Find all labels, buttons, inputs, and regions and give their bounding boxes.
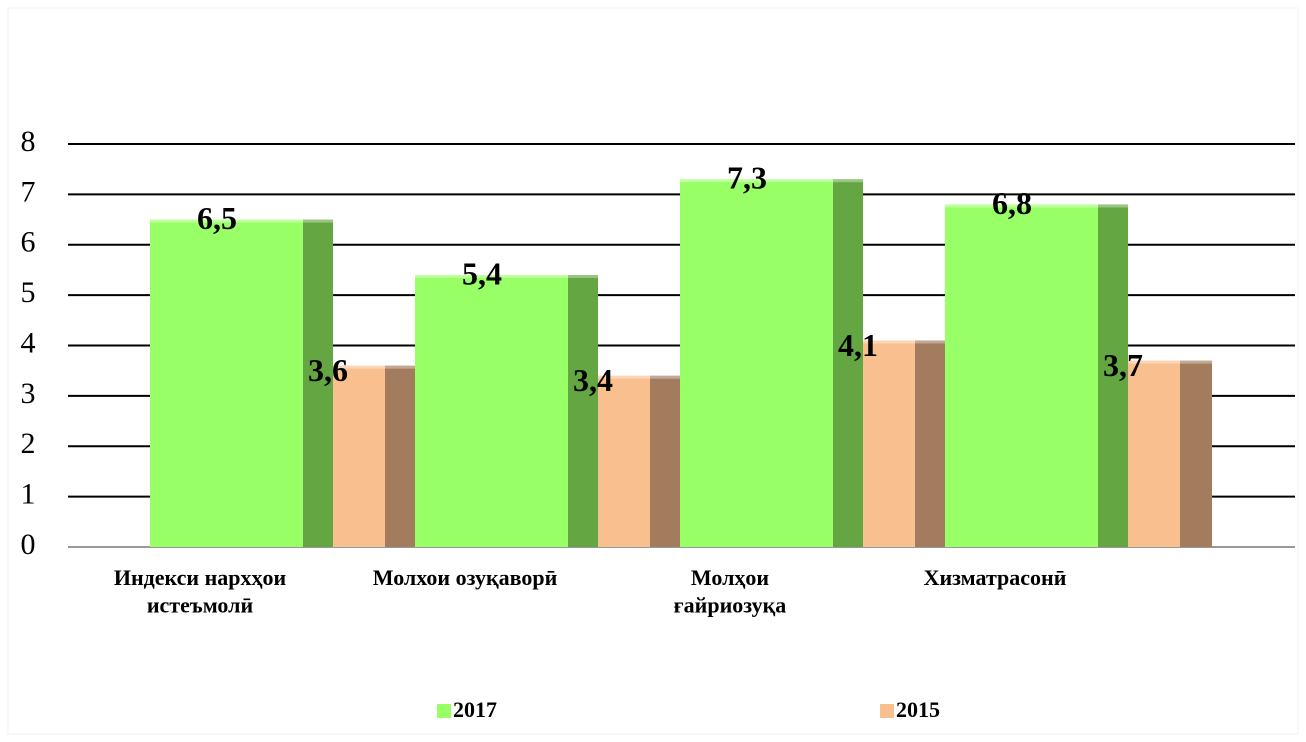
bar bbox=[415, 274, 598, 547]
value-label: 7,3 bbox=[727, 160, 767, 196]
legend-label: 2017 bbox=[453, 697, 497, 722]
legend-label: 2015 bbox=[896, 697, 940, 722]
bar bbox=[1128, 360, 1212, 547]
y-tick-label: 3 bbox=[21, 377, 36, 410]
y-tick-label: 1 bbox=[21, 478, 36, 511]
bar-top bbox=[945, 204, 1128, 208]
bar-top bbox=[150, 219, 333, 223]
value-label: 6,8 bbox=[992, 185, 1032, 221]
bar-side bbox=[915, 340, 947, 547]
bar-side bbox=[303, 219, 333, 547]
value-label: 3,4 bbox=[573, 362, 613, 398]
bar-top bbox=[1128, 360, 1212, 364]
bar-side bbox=[1180, 360, 1212, 547]
bar bbox=[150, 219, 333, 547]
bar-top bbox=[863, 340, 947, 344]
y-tick-label: 5 bbox=[21, 276, 36, 309]
bar-top bbox=[680, 179, 863, 183]
y-tick-label: 7 bbox=[21, 175, 36, 208]
bar bbox=[598, 375, 682, 547]
bar-top bbox=[598, 375, 682, 379]
x-tick-label: Молхои озуқаворӣ bbox=[373, 565, 558, 590]
value-label: 3,6 bbox=[308, 352, 348, 388]
bar bbox=[680, 179, 863, 547]
bar bbox=[333, 365, 417, 547]
bar-top bbox=[333, 365, 417, 369]
bar bbox=[945, 204, 1128, 547]
y-tick-label: 2 bbox=[21, 427, 36, 460]
y-tick-label: 8 bbox=[21, 125, 36, 158]
x-tick-label: Молҳои ғайриозуқа bbox=[674, 565, 787, 618]
value-label: 3,7 bbox=[1103, 347, 1143, 383]
bar-side bbox=[833, 179, 863, 547]
y-tick-label: 4 bbox=[21, 326, 36, 359]
value-label: 4,1 bbox=[838, 327, 878, 363]
bar-side bbox=[650, 375, 682, 547]
y-tick-label: 6 bbox=[21, 226, 36, 259]
value-label: 5,4 bbox=[462, 255, 502, 291]
x-tick-label: Хизматрасонӣ bbox=[924, 565, 1067, 590]
bar-side bbox=[385, 365, 417, 547]
value-label: 6,5 bbox=[197, 200, 237, 236]
legend-swatch bbox=[880, 704, 894, 718]
y-tick-label: 0 bbox=[21, 528, 36, 561]
legend-swatch bbox=[437, 704, 451, 718]
bar bbox=[863, 340, 947, 547]
bar-side bbox=[1098, 204, 1128, 547]
bar-side bbox=[568, 274, 598, 547]
bar-top bbox=[415, 274, 598, 278]
x-tick-label: Индекси нархҳои истеъмолӣ bbox=[114, 565, 287, 618]
